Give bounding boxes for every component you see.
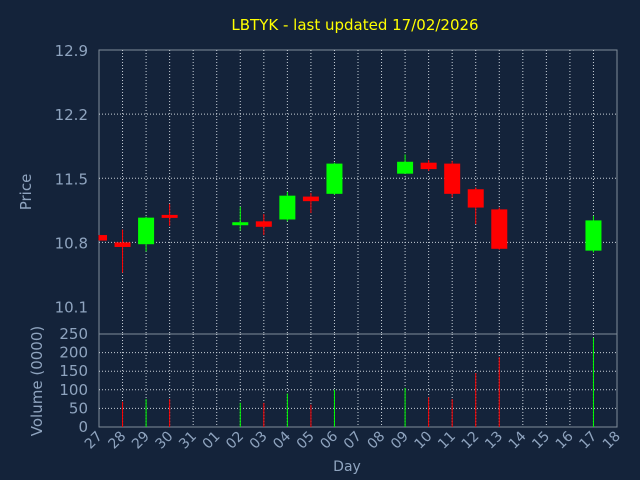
price-y-tick-labels: 10.1 10.8 11.5 12.2 12.9 xyxy=(55,42,88,317)
x-tick-label: 10 xyxy=(412,429,436,453)
x-tick-label: 07 xyxy=(341,429,365,453)
candle-body xyxy=(161,214,178,218)
x-tick-label: 03 xyxy=(247,429,271,453)
candle-body xyxy=(397,161,414,174)
price-y-tick-label: 10.1 xyxy=(55,299,88,317)
x-tick-label: 06 xyxy=(317,428,341,452)
candle-body xyxy=(444,163,461,194)
candle-body xyxy=(279,195,296,220)
x-tick-label: 04 xyxy=(270,428,294,452)
price-y-tick-label: 11.5 xyxy=(55,170,88,188)
price-y-tick-label: 12.2 xyxy=(55,106,88,124)
candle-body xyxy=(420,162,437,170)
candle-body xyxy=(326,163,343,194)
volume-plot-frame xyxy=(98,333,618,428)
volume-y-tick-label: 0 xyxy=(78,418,88,436)
x-tick-labels: 27 28 29 30 31 01 02 03 04 05 06 07 08 09 10 11 12 13 14 15… xyxy=(82,428,624,452)
candle-body xyxy=(232,222,249,226)
chart-title: LBTYK - last updated 17/02/2026 xyxy=(231,16,478,34)
x-tick-label: 29 xyxy=(129,429,153,453)
candle-body xyxy=(585,220,602,251)
volume-axis-label: Volume (0000) xyxy=(28,326,46,436)
candle-body xyxy=(138,217,155,245)
x-tick-label: 28 xyxy=(105,429,129,453)
candle-body xyxy=(114,242,131,247)
x-axis-label: Day xyxy=(333,459,361,475)
x-tick-label: 17 xyxy=(576,429,600,453)
x-tick-label: 11 xyxy=(435,429,459,453)
x-tick-label: 13 xyxy=(482,429,506,453)
candle-body xyxy=(302,196,319,202)
candle-body xyxy=(491,209,508,249)
candle-body xyxy=(99,235,107,241)
x-tick-label: 30 xyxy=(153,429,177,453)
volume-y-tick-label: 200 xyxy=(59,344,88,362)
volume-y-tick-label: 150 xyxy=(59,362,88,380)
x-tick-label: 08 xyxy=(364,429,388,453)
volume-y-tick-label: 100 xyxy=(59,381,88,399)
candle-body xyxy=(467,189,484,208)
x-tick-label: 14 xyxy=(506,428,530,452)
volume-bars xyxy=(122,337,594,427)
volume-y-tick-label: 50 xyxy=(69,399,88,417)
x-tick-label: 02 xyxy=(223,429,247,453)
price-grid xyxy=(99,50,617,334)
x-tick-label: 12 xyxy=(459,429,483,453)
price-y-tick-label: 12.9 xyxy=(55,42,88,60)
x-tick-label: 01 xyxy=(200,429,224,453)
price-axis-label: Price xyxy=(17,174,35,211)
candle-body xyxy=(255,221,272,227)
volume-grid xyxy=(99,334,617,427)
volume-y-tick-label: 250 xyxy=(59,325,88,343)
x-tick-label: 31 xyxy=(176,429,200,453)
x-tick-label: 15 xyxy=(529,429,553,453)
x-tick-label: 16 xyxy=(553,428,577,452)
price-y-tick-label: 10.8 xyxy=(55,234,88,252)
x-tick-label: 09 xyxy=(388,429,412,453)
x-tick-label: 18 xyxy=(600,429,624,453)
x-tick-label: 05 xyxy=(294,429,318,453)
candles xyxy=(98,154,602,273)
price-panel: 10.1 10.8 11.5 12.2 12.9 Price xyxy=(17,42,618,335)
